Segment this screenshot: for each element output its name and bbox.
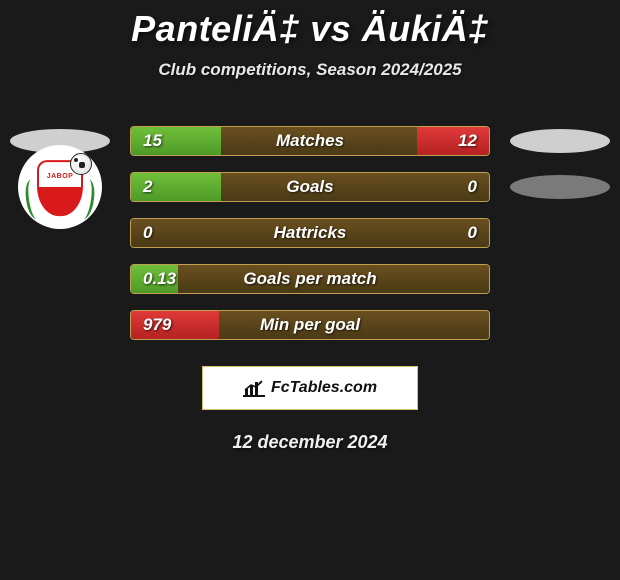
stat-label: Matches bbox=[276, 131, 344, 151]
team-placeholder-icon bbox=[510, 129, 610, 153]
stat-bar: 979 Min per goal bbox=[130, 310, 490, 340]
stat-left-value: 2 bbox=[143, 177, 152, 197]
stat-bar: 0.13 Goals per match bbox=[130, 264, 490, 294]
stat-left-value: 15 bbox=[143, 131, 162, 151]
stat-bar: 15 Matches 12 bbox=[130, 126, 490, 156]
stat-label: Goals bbox=[286, 177, 333, 197]
stat-label: Min per goal bbox=[260, 315, 360, 335]
stat-right-value: 0 bbox=[468, 223, 477, 243]
stat-row: 979 Min per goal bbox=[0, 302, 620, 348]
page-title: PanteliÄ‡ vs ÄukiÄ‡ bbox=[0, 8, 620, 50]
comparison-card: PanteliÄ‡ vs ÄukiÄ‡ Club competitions, S… bbox=[0, 0, 620, 580]
source-label: FcTables.com bbox=[271, 379, 377, 397]
source-badge[interactable]: FcTables.com bbox=[202, 366, 418, 410]
stat-bar: 0 Hattricks 0 bbox=[130, 218, 490, 248]
stat-rows: 15 Matches 12 JABOP 2 Goals 0 bbox=[0, 118, 620, 348]
team-crest-icon: JABOP bbox=[18, 145, 102, 229]
stat-bar: 2 Goals 0 bbox=[130, 172, 490, 202]
stat-row: 0 Hattricks 0 bbox=[0, 210, 620, 256]
stat-label: Goals per match bbox=[243, 269, 376, 289]
stat-right-value: 12 bbox=[458, 131, 477, 151]
stat-left-value: 0.13 bbox=[143, 269, 176, 289]
stat-left-value: 979 bbox=[143, 315, 171, 335]
stat-label: Hattricks bbox=[274, 223, 347, 243]
season-subtitle: Club competitions, Season 2024/2025 bbox=[0, 60, 620, 80]
stat-right-value: 0 bbox=[468, 177, 477, 197]
stat-row: 15 Matches 12 bbox=[0, 118, 620, 164]
snapshot-date: 12 december 2024 bbox=[0, 432, 620, 453]
stat-row: JABOP 2 Goals 0 bbox=[0, 164, 620, 210]
chart-icon bbox=[243, 379, 265, 397]
stat-left-value: 0 bbox=[143, 223, 152, 243]
team-placeholder-icon bbox=[510, 175, 610, 199]
stat-row: 0.13 Goals per match bbox=[0, 256, 620, 302]
